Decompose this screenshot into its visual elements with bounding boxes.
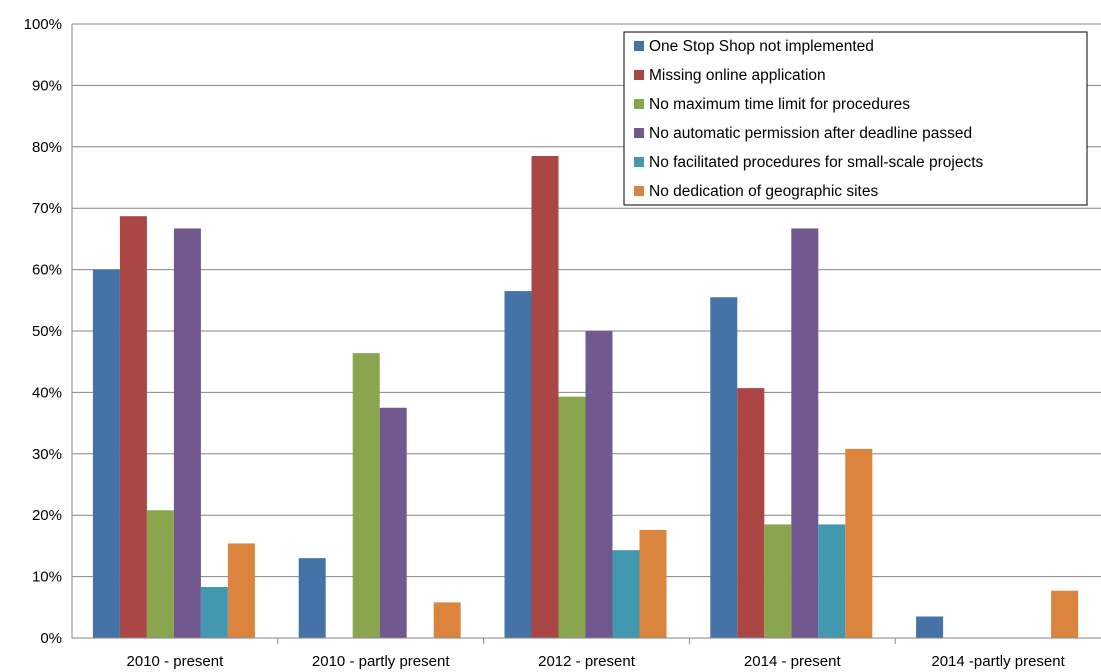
bar [227,543,255,638]
legend-swatch [634,41,644,51]
bar [119,216,147,638]
legend-swatch [634,99,644,109]
y-tick-label: 40% [32,384,62,401]
x-category-label: 2010 - present [127,653,225,670]
y-tick-label: 80% [32,139,62,156]
bar [764,524,792,638]
y-axis-tick-labels: 0% 10% 20% 30% 40% 50% 60% 70% 80% 90% 100% [24,16,62,647]
legend: One Stop Shop not implemented Missing onl… [623,31,1088,206]
bar [200,587,228,638]
legend-label: Missing online application [649,67,826,84]
legend-swatch [634,186,644,196]
y-tick-label: 100% [24,16,62,33]
x-axis-category-labels: 2010 - present 2010 - partly present 2012 … [127,653,1066,670]
x-category-label: 2012 - present [538,653,636,670]
legend-swatch [634,70,644,80]
bar [710,297,738,638]
y-tick-label: 70% [32,200,62,217]
bar [1051,590,1079,638]
legend-box [623,31,1088,206]
bar [612,550,640,638]
y-tick-label: 20% [32,507,62,524]
bar [352,353,380,638]
y-tick-label: 30% [32,446,62,463]
bar [92,269,120,638]
bar [585,331,613,638]
bar [558,396,586,638]
bar [433,602,461,638]
y-tick-label: 0% [40,630,62,647]
legend-label: No facilitated procedures for small-scal… [649,154,983,171]
bar [737,388,765,638]
legend-label: No dedication of geographic sites [649,183,878,200]
legend-swatch [634,157,644,167]
bar [639,529,667,638]
bar [173,228,201,638]
x-category-label: 2014 - present [744,653,842,670]
y-tick-label: 90% [32,77,62,94]
y-tick-label: 60% [32,262,62,279]
bar [916,616,944,638]
bar [531,156,559,638]
bar [146,510,174,638]
bars [92,156,1079,638]
legend-swatch [634,128,644,138]
bar [845,448,873,638]
legend-label: No maximum time limit for procedures [649,96,910,113]
legend-label: One Stop Shop not implemented [649,38,874,55]
axes [71,24,1101,644]
bar [298,558,326,638]
legend-label: No automatic permission after deadline p… [649,125,972,142]
y-tick-label: 50% [32,323,62,340]
y-tick-label: 10% [32,569,62,586]
x-category-label: 2010 - partly present [312,653,450,670]
x-category-label: 2014 -partly present [931,653,1065,670]
bar [818,524,846,638]
bar [504,291,532,638]
bar [791,228,819,638]
bar [379,407,407,638]
